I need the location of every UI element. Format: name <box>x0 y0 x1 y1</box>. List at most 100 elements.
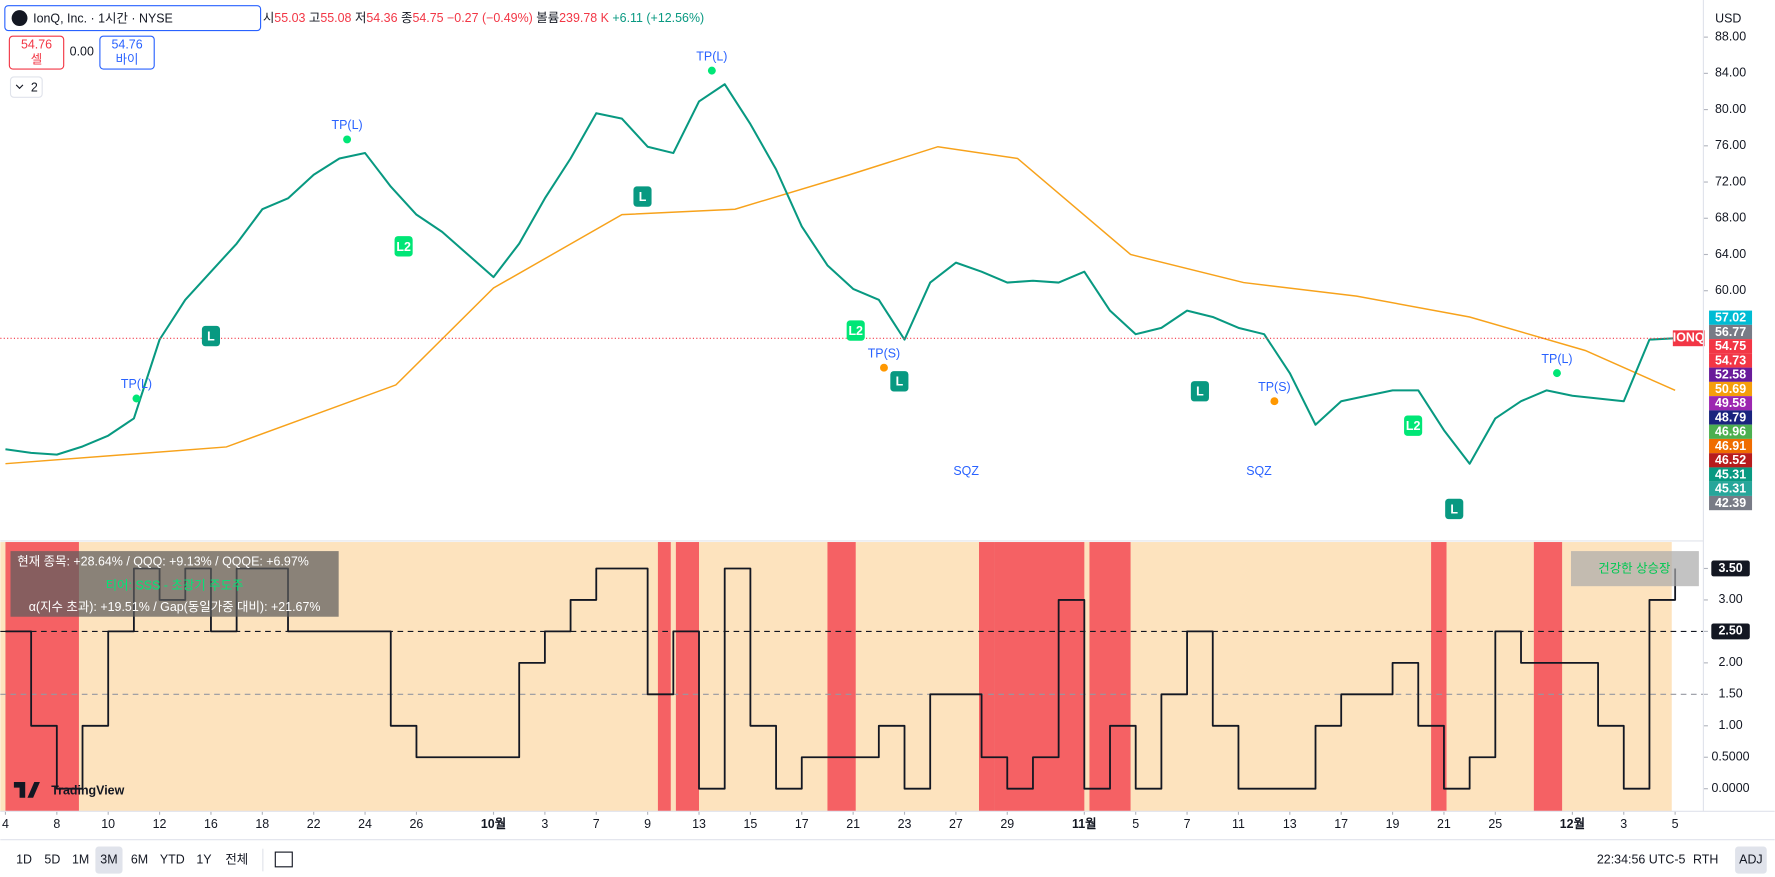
currency[interactable]: USD <box>1715 12 1741 26</box>
signal-label: TP(S) <box>868 346 900 360</box>
chevron <box>15 84 24 90</box>
range-button[interactable]: 1Y <box>196 852 212 866</box>
signal-dot <box>1553 369 1561 378</box>
y-tick-label: 68.00 <box>1715 211 1746 225</box>
info-line: α(지수 초과): +19.51% / Gap(동일가중 대비): +21.67… <box>29 600 321 614</box>
y-tick-label: 84.00 <box>1715 66 1746 80</box>
signal-label: TP(L) <box>332 118 363 132</box>
sell-button[interactable] <box>8 35 65 70</box>
status-badge: 건강한 상승장 <box>1598 561 1670 575</box>
y-tick-label: 0.0000 <box>1712 781 1750 795</box>
symbol-box[interactable] <box>4 5 262 32</box>
x-tick-label: 16 <box>204 817 218 831</box>
y-tick-label: 1.50 <box>1718 687 1742 701</box>
price-marker-label: 46.52 <box>1715 453 1746 467</box>
y-tick-highlight <box>1711 623 1750 640</box>
price-marker <box>1709 353 1753 368</box>
x-tick-label: 21 <box>846 817 860 831</box>
volume: 239.78 K <box>559 12 609 26</box>
y-tick-label: 3.00 <box>1718 592 1742 606</box>
x-tick-label: 9 <box>644 817 651 831</box>
price-marker <box>1709 339 1753 354</box>
status-badge-bg <box>1570 551 1699 587</box>
signal-label: L <box>207 329 215 343</box>
clock: 22:34:56 UTC-5 <box>1597 852 1686 866</box>
range-button[interactable]: 전체 <box>225 852 248 866</box>
signal-label: TP(L) <box>121 377 152 391</box>
sell-label: 셀 <box>31 52 42 66</box>
y-tick-label: 60.00 <box>1715 283 1746 297</box>
y-tick-label: 80.00 <box>1715 102 1746 116</box>
signal-dot <box>707 66 716 75</box>
signal-label: L <box>1450 502 1458 516</box>
shaded-range <box>657 542 671 812</box>
buy-price: 54.76 <box>111 38 142 52</box>
info-box <box>10 551 339 617</box>
y-tick-label: 88.00 <box>1715 29 1746 43</box>
ohlc-value: 54.75 <box>412 12 443 26</box>
range-button[interactable]: 5D <box>44 852 60 866</box>
x-tick-label: 26 <box>410 817 424 831</box>
price-marker <box>1709 324 1753 340</box>
price-marker-label: 49.58 <box>1715 396 1746 410</box>
signal-dot <box>132 394 141 403</box>
x-tick-label: 7 <box>593 817 600 831</box>
x-tick-label: 10 <box>101 817 115 831</box>
buy-button[interactable] <box>99 35 155 70</box>
signal-badge <box>201 325 221 347</box>
y-tick-label: 72.00 <box>1715 174 1746 188</box>
indicator-toggle[interactable] <box>9 76 43 98</box>
signal-badge <box>846 320 865 341</box>
ohlc-value: 55.08 <box>320 12 351 26</box>
moving-average <box>5 145 1676 465</box>
x-tick-label: 27 <box>949 817 963 831</box>
range-button[interactable]: 6M <box>131 852 148 866</box>
x-tick-label: 25 <box>1488 817 1502 831</box>
range-button[interactable]: 1M <box>72 852 89 866</box>
adj[interactable]: ADJ <box>1739 852 1763 866</box>
symbol-tag-bg <box>1672 330 1705 347</box>
signal-dot <box>343 135 352 144</box>
y-tick-highlight <box>1711 560 1750 577</box>
change: −0.27 (−0.49%) <box>447 12 533 26</box>
x-tick-label: 29 <box>1000 817 1014 831</box>
signal-label: L <box>896 375 904 389</box>
x-tick-label: 10월 <box>481 816 506 831</box>
price-marker-label: 46.96 <box>1715 425 1746 439</box>
range-button[interactable]: 1D <box>16 852 32 866</box>
ohlc-key: 고 <box>309 12 320 26</box>
shaded-range <box>994 542 1085 812</box>
signal-badge <box>1404 415 1423 436</box>
y-tick-label: 1.00 <box>1718 718 1742 732</box>
calendar-icon[interactable] <box>274 851 293 868</box>
x-tick-label: 3 <box>1620 817 1627 831</box>
gain: +6.11 (+12.56%) <box>612 12 704 26</box>
spread: 0.00 <box>70 44 94 58</box>
x-tick-label: 3 <box>541 817 548 831</box>
symbol-logo <box>11 10 28 27</box>
range-button[interactable]: 3M <box>100 852 117 866</box>
signal-label: L2 <box>396 240 411 254</box>
range-button[interactable]: YTD <box>160 852 185 866</box>
price-marker-label: 42.39 <box>1715 496 1746 510</box>
signal-badge <box>633 186 652 207</box>
price-marker-label: 54.75 <box>1715 339 1746 353</box>
price-marker <box>1709 495 1753 511</box>
volume-label: 볼륨 <box>536 12 559 26</box>
session[interactable]: RTH <box>1693 852 1718 866</box>
price-marker <box>1709 367 1753 382</box>
x-tick-label: 15 <box>743 817 757 831</box>
price-marker-label: 48.79 <box>1715 410 1746 424</box>
y-tick-label: 0.5000 <box>1712 750 1750 764</box>
signal-label: L <box>1196 385 1204 399</box>
ohlc-key: 저 <box>355 12 366 26</box>
signal-badge <box>1190 381 1209 402</box>
price-marker-label: 45.31 <box>1715 467 1746 481</box>
ohlc: 시55.03 고55.08 저54.36 종54.75 −0.27 (−0.49… <box>263 12 704 26</box>
adj-bg <box>1735 846 1767 874</box>
y-tick-label: 3.50 <box>1718 561 1742 575</box>
signal-label: L <box>639 190 647 204</box>
signal-dot <box>880 363 888 372</box>
price-marker <box>1709 396 1753 411</box>
